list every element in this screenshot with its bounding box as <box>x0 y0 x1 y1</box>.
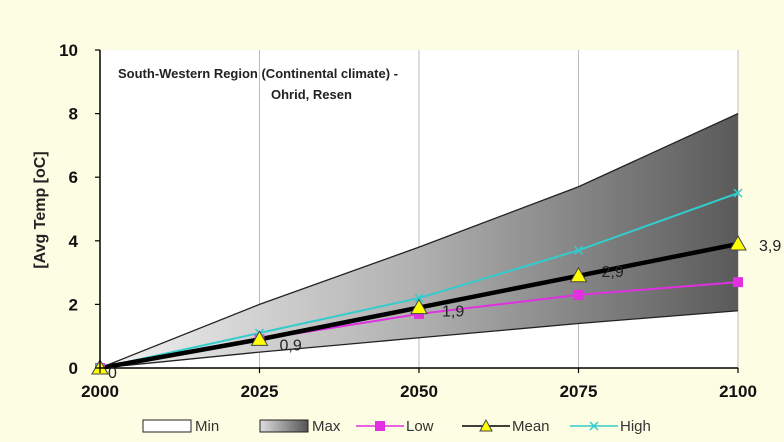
mean-point-2075 <box>569 266 588 283</box>
y-tick-label-0: 0 <box>69 359 78 378</box>
legend-item-max: Max <box>259 418 341 435</box>
min-area-edge <box>99 310 739 369</box>
data-label-2000: 0 <box>108 365 117 382</box>
max-area-edge <box>99 113 739 369</box>
legend-swatch-max <box>259 419 309 433</box>
legend-item-high: High <box>570 418 651 435</box>
x-tick-label-2075: 2075 <box>560 382 598 401</box>
legend-swatch-min <box>142 419 192 433</box>
legend-item-low: Low <box>356 418 434 435</box>
y-tick-label-4: 4 <box>69 232 79 251</box>
legend-label-low: Low <box>406 418 434 435</box>
x-tick-label-2100: 2100 <box>719 382 757 401</box>
data-label-2100: 3,9 <box>759 238 781 255</box>
legend-marker-mean <box>479 418 493 432</box>
legend-marker-high <box>589 421 599 431</box>
legend-label-high: High <box>620 418 651 435</box>
high-point-2050 <box>414 293 424 303</box>
chart-title: South-Western Region (Continental climat… <box>118 66 398 81</box>
low-point-2075 <box>573 289 584 300</box>
mean-point-2050 <box>410 298 428 315</box>
legend: Min Max Low Mean High <box>142 418 651 435</box>
data-label-2025: 0,9 <box>280 337 302 354</box>
x-tick-label-2000: 2000 <box>81 382 119 401</box>
axes: 0 2 4 6 8 10 2000 2025 2050 2075 2100 <box>59 41 757 401</box>
mean-point-2100 <box>729 234 747 251</box>
legend-marker-low <box>375 421 385 431</box>
y-axis-label: [Avg Temp [oC] <box>32 151 49 268</box>
data-label-2075: 2,9 <box>602 264 624 281</box>
y-tick-label-8: 8 <box>69 105 78 124</box>
high-point-2075 <box>573 245 584 255</box>
high-point-2100 <box>733 188 743 198</box>
x-tick-label-2050: 2050 <box>400 382 438 401</box>
chart-subtitle: Ohrid, Resen <box>271 87 352 102</box>
y-tick-label-6: 6 <box>69 168 78 187</box>
mean-point-2025 <box>250 330 269 346</box>
low-point-2100 <box>733 277 743 288</box>
legend-label-min: Min <box>195 418 219 435</box>
legend-item-min: Min <box>142 418 219 435</box>
area-series <box>99 113 739 369</box>
legend-label-mean: Mean <box>512 418 550 435</box>
y-tick-label-2: 2 <box>69 295 78 314</box>
data-label-2050: 1,9 <box>442 304 464 321</box>
legend-item-mean: Mean <box>462 418 550 435</box>
x-tick-label-2025: 2025 <box>241 382 279 401</box>
y-tick-label-10: 10 <box>59 41 78 60</box>
data-labels: 0 0,9 1,9 2,9 3,9 <box>108 238 781 382</box>
legend-label-max: Max <box>312 418 341 435</box>
